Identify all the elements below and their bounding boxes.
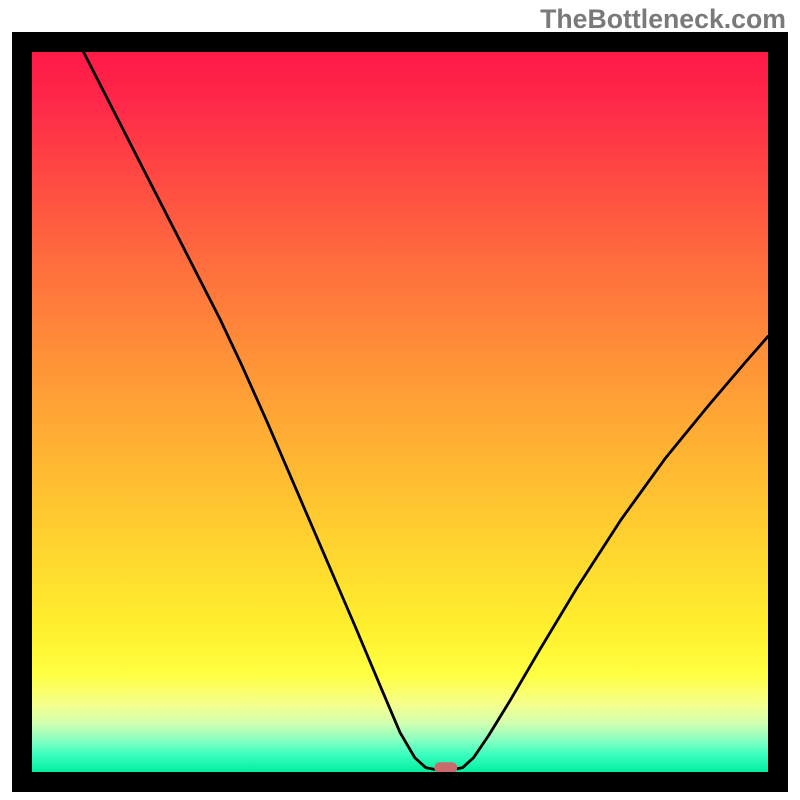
chart-frame [12, 32, 788, 792]
minimum-marker [434, 762, 458, 772]
curve-svg [32, 52, 768, 772]
watermark-text: TheBottleneck.com [540, 4, 786, 35]
plot-area [32, 52, 768, 772]
chart-stage: TheBottleneck.com [0, 0, 800, 800]
curve-path [84, 52, 768, 770]
